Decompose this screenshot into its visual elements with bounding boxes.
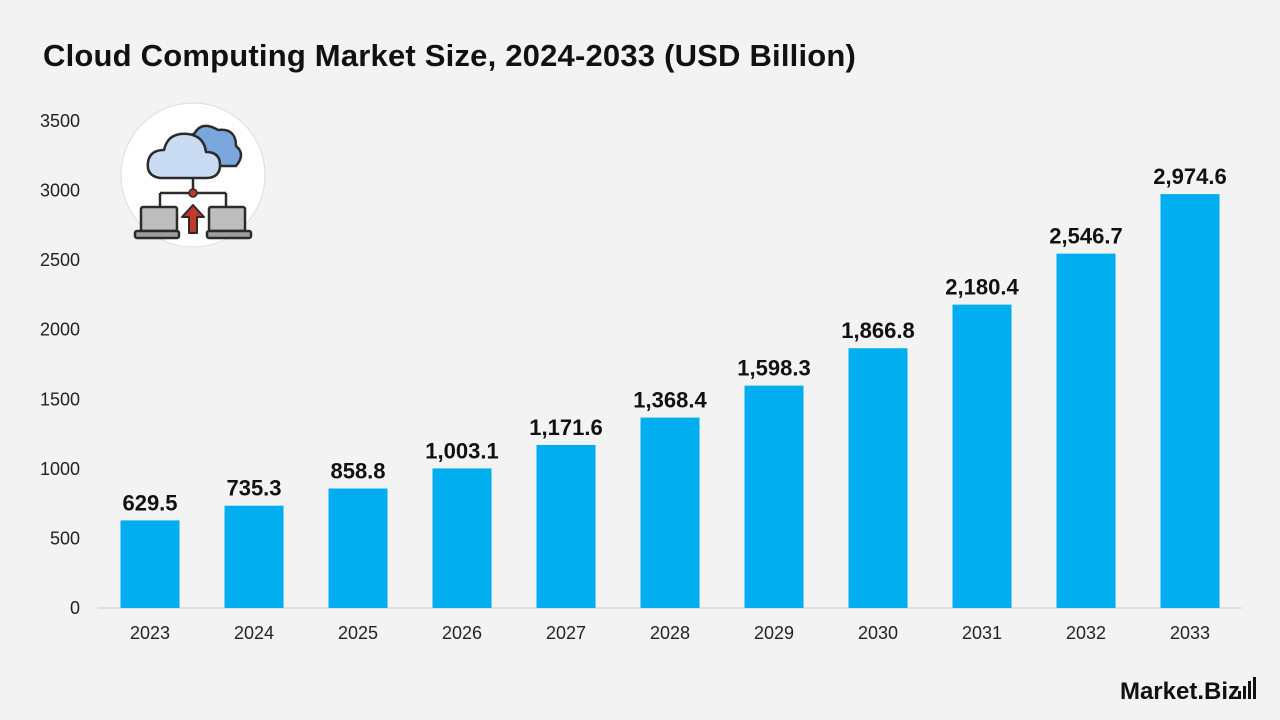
bar-2027 — [536, 444, 596, 608]
x-tick-label: 2024 — [234, 623, 274, 643]
x-tick-label: 2026 — [442, 623, 482, 643]
data-label-2031: 2,180.4 — [945, 275, 1019, 300]
data-label-2026: 1,003.1 — [425, 438, 498, 463]
bars — [120, 194, 1220, 608]
y-tick-label: 3000 — [40, 181, 80, 201]
data-label-2028: 1,368.4 — [633, 388, 707, 413]
y-tick-label: 2500 — [40, 250, 80, 270]
brand-logo: Market.Biz — [1120, 677, 1256, 706]
bar-2025 — [328, 488, 388, 608]
signal-bars-icon — [1238, 677, 1256, 699]
x-tick-label: 2029 — [754, 623, 794, 643]
y-tick-label: 1000 — [40, 459, 80, 479]
y-tick-label: 0 — [70, 598, 80, 618]
x-tick-label: 2030 — [858, 623, 898, 643]
y-tick-label: 2000 — [40, 320, 80, 340]
bar-2024 — [224, 505, 284, 608]
data-label-2027: 1,171.6 — [529, 415, 602, 440]
x-tick-label: 2025 — [338, 623, 378, 643]
data-label-2030: 1,866.8 — [841, 318, 914, 343]
brand-name: Market.Biz — [1119, 678, 1240, 705]
data-label-2033: 2,974.6 — [1153, 164, 1226, 189]
x-tick-label: 2033 — [1170, 623, 1210, 643]
bar-2030 — [848, 348, 908, 608]
y-tick-label: 3500 — [40, 111, 80, 131]
cloud-network-upload-icon — [120, 102, 266, 248]
data-label-2032: 2,546.7 — [1049, 224, 1122, 249]
x-tick-label: 2027 — [546, 623, 586, 643]
x-tick-label: 2032 — [1066, 623, 1106, 643]
bar-2026 — [432, 468, 492, 608]
value-labels: 629.5 735.3 858.8 1,003.1 1,171.6 1,368.4 1,59… — [122, 164, 1226, 515]
bar-2033 — [1160, 194, 1220, 608]
bar-2023 — [120, 520, 180, 608]
bar-2031 — [952, 304, 1012, 608]
y-tick-label: 500 — [50, 528, 80, 548]
y-tick-label: 1500 — [40, 389, 80, 409]
x-tick-label: 2028 — [650, 623, 690, 643]
bar-2032 — [1056, 253, 1116, 608]
x-tick-label: 2031 — [962, 623, 1002, 643]
bar-2029 — [744, 385, 804, 608]
x-axis-ticks: 2023 2024 2025 2026 2027 2028 2029 2030 2031 2032… — [130, 623, 1210, 643]
data-label-2023: 629.5 — [122, 490, 177, 515]
data-label-2025: 858.8 — [330, 459, 385, 484]
y-axis-ticks: 0 500 1000 1500 2000 2500 3000 3500 — [40, 111, 80, 618]
data-label-2024: 735.3 — [226, 476, 281, 501]
bar-2028 — [640, 417, 700, 608]
chart-title: Cloud Computing Market Size, 2024-2033 (… — [43, 38, 857, 73]
data-label-2029: 1,598.3 — [737, 356, 810, 381]
x-tick-label: 2023 — [130, 623, 170, 643]
